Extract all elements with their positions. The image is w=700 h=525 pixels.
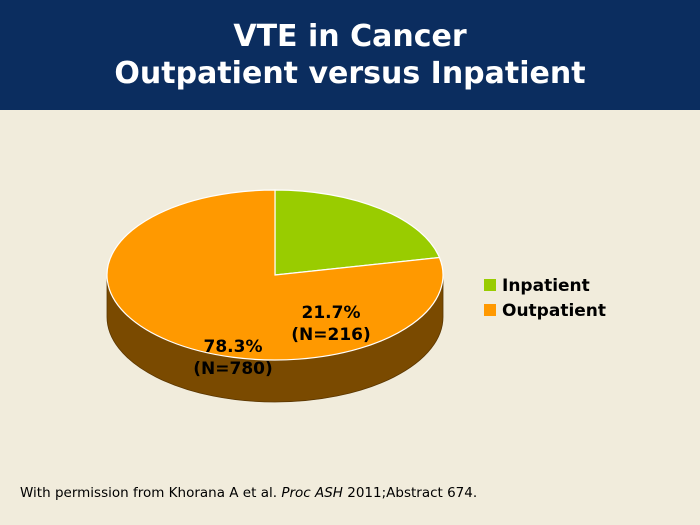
slice-count-label-inpatient: (N=216)	[291, 325, 371, 345]
slice-percent-label-inpatient: 21.7%	[302, 303, 361, 323]
citation-prefix: With permission from Khorana A et al.	[20, 485, 282, 501]
pie-slice-outpatient	[106, 189, 444, 361]
slice-count-label-outpatient: (N=780)	[193, 359, 273, 379]
title-line-2: Outpatient versus Inpatient	[114, 56, 586, 91]
pie-chart: 21.7%(N=216) 78.3%(N=780) Inpatient Outpati…	[106, 189, 606, 403]
title-banner: VTE in Cancer Outpatient versus Inpatien…	[0, 0, 700, 110]
legend-label-inpatient: Inpatient	[502, 276, 590, 296]
legend-swatch-inpatient	[484, 279, 496, 291]
pie-slice-inpatient	[274, 189, 441, 276]
citation-suffix: 2011;Abstract 674.	[342, 485, 478, 501]
source-citation: With permission from Khorana A et al. Pr…	[20, 485, 477, 501]
citation-journal: Proc ASH	[281, 485, 343, 501]
legend-label-outpatient: Outpatient	[502, 301, 606, 321]
title-line-1: VTE in Cancer	[233, 19, 467, 54]
slice-percent-label-outpatient: 78.3%	[204, 337, 263, 357]
legend-swatch-outpatient	[484, 304, 496, 316]
